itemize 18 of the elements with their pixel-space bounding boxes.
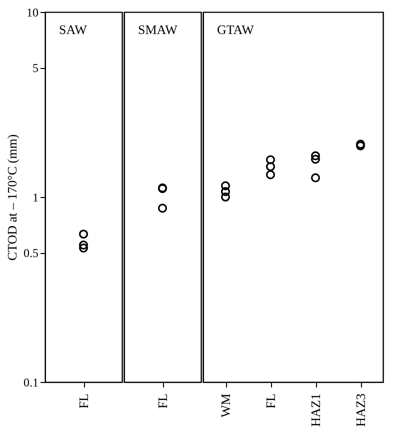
point <box>78 230 88 239</box>
x-tick-label: FL <box>155 393 170 409</box>
y-tick-label: 5 <box>32 61 38 76</box>
y-axis-title: CTOD at – 170°C (mm) <box>4 134 20 261</box>
y-tick-label: 0.5 <box>24 246 38 260</box>
point <box>78 240 88 250</box>
text: SAW <box>59 22 88 37</box>
x-tick-label: WM <box>218 393 233 418</box>
x-tick-label: HAZ1 <box>308 394 323 427</box>
text: SMAW <box>138 22 178 37</box>
y-tick-label: 0.1 <box>24 376 38 390</box>
y-tick-label: 1 <box>32 190 38 204</box>
x-tick-label: FL <box>76 393 91 409</box>
y-tick-label: 10 <box>26 6 38 20</box>
text: GTAW <box>217 22 255 37</box>
x-tick-label: FL <box>263 393 278 409</box>
point <box>78 244 88 253</box>
x-tick-label: HAZ3 <box>353 394 368 427</box>
